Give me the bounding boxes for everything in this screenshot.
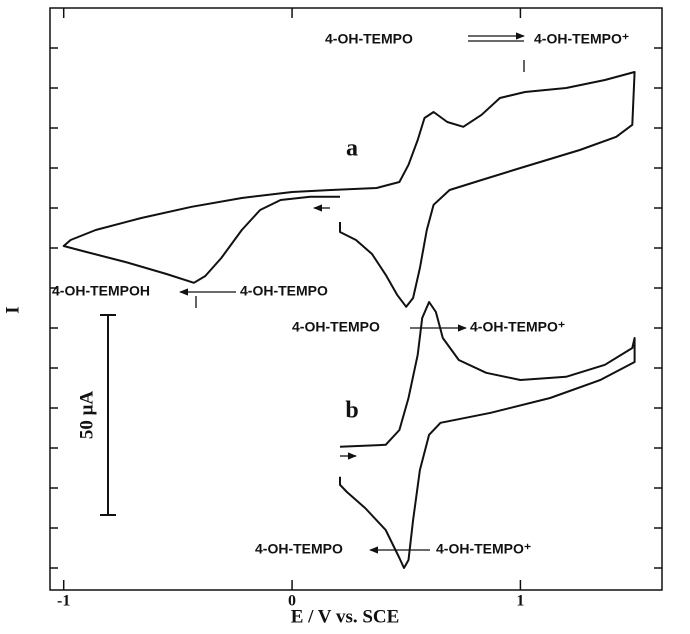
cv-curve <box>339 301 636 569</box>
x-tick-label: -1 <box>57 593 70 610</box>
annotation: 4-OH-TEMPOH <box>52 283 150 299</box>
annotation: 4-OH-TEMPO⁺ <box>436 541 531 557</box>
annotation: 4-OH-TEMPO <box>255 541 343 557</box>
x-axis-label: E / V vs. SCE <box>291 606 400 627</box>
y-axis-label: I <box>2 306 23 313</box>
series-label: b <box>345 398 358 424</box>
annotation: 4-OH-TEMPO <box>292 319 380 335</box>
plot-frame <box>49 7 663 591</box>
annotation: 4-OH-TEMPO <box>240 283 328 299</box>
x-tick-label: 1 <box>516 593 524 610</box>
annotation: 4-OH-TEMPO⁺ <box>534 31 629 47</box>
scale-bar-label: 50 μA <box>76 391 97 440</box>
cv-curve <box>62 71 636 308</box>
annotation: 4-OH-TEMPO⁺ <box>470 319 565 335</box>
series-label: a <box>346 136 358 162</box>
annotation: 4-OH-TEMPO <box>325 31 413 47</box>
x-tick-label: 0 <box>288 593 296 610</box>
